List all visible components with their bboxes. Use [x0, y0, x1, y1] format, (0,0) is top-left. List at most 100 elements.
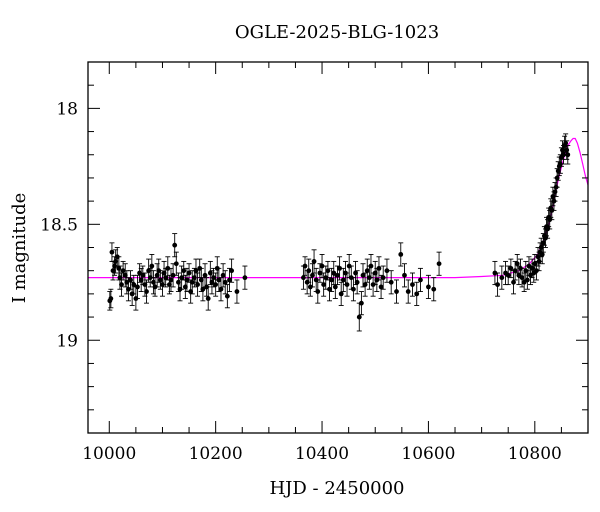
data-point-marker — [492, 270, 498, 276]
data-point — [358, 291, 364, 316]
data-point — [414, 281, 420, 306]
data-point — [131, 274, 137, 295]
data-point-marker — [170, 272, 176, 278]
data-point-marker — [193, 268, 199, 274]
axes-layer: 10000 10200 10400 10600 10800 18 18.5 19 — [40, 61, 589, 464]
data-point — [149, 254, 155, 279]
chart-title: OGLE-2025-BLG-1023 — [235, 22, 439, 43]
data-point-marker — [302, 263, 308, 269]
data-point — [405, 279, 411, 304]
x-tick-label: 10800 — [508, 444, 562, 464]
data-point — [431, 277, 437, 302]
data-point — [315, 279, 321, 304]
data-point-marker — [149, 263, 155, 269]
data-point-marker — [431, 286, 437, 292]
data-point — [222, 270, 228, 295]
data-point — [350, 277, 356, 302]
y-axis-title: I magnitude — [9, 193, 30, 304]
data-point-marker — [394, 289, 399, 294]
data-point-marker — [378, 284, 384, 290]
data-point-marker — [135, 284, 140, 290]
data-point-marker — [165, 265, 171, 271]
data-point — [492, 260, 498, 286]
x-tick-label: 10000 — [82, 444, 136, 464]
data-point-marker — [354, 279, 360, 285]
data-point — [499, 265, 505, 290]
data-point-marker — [418, 277, 423, 283]
data-point-marker — [380, 275, 386, 281]
data-point-marker — [213, 282, 219, 287]
data-point — [242, 265, 248, 290]
data-point-marker — [315, 289, 321, 294]
data-point — [108, 288, 114, 309]
data-point — [234, 279, 240, 304]
data-point-marker — [181, 268, 187, 274]
data-point — [524, 270, 530, 290]
data-point-marker — [508, 265, 514, 271]
data-point-marker — [317, 270, 323, 276]
data-point-marker — [186, 270, 192, 276]
data-point-marker — [340, 277, 346, 283]
data-point-marker — [205, 296, 211, 301]
data-point-marker — [331, 270, 337, 276]
data-point-marker — [116, 265, 122, 271]
data-point-marker — [319, 263, 325, 269]
data-point-marker — [242, 275, 248, 281]
data-point-marker — [376, 265, 382, 271]
data-point-marker — [524, 277, 530, 283]
data-point — [368, 254, 374, 279]
data-point-marker — [362, 282, 368, 287]
data-point-marker — [108, 296, 114, 301]
data-point — [401, 263, 407, 288]
data-point-marker — [554, 175, 560, 181]
data-point — [128, 270, 134, 290]
data-point-marker — [563, 140, 569, 146]
data-points-layer — [107, 133, 571, 332]
data-point-marker — [120, 268, 126, 274]
data-point-marker — [359, 300, 364, 306]
data-point-marker — [173, 261, 179, 267]
data-point — [380, 265, 386, 290]
y-tick-label: 19 — [56, 331, 78, 351]
data-point — [120, 260, 126, 281]
data-point-marker — [402, 272, 407, 278]
data-point-marker — [218, 286, 224, 292]
data-point — [360, 263, 366, 288]
data-point-marker — [229, 268, 235, 274]
data-point-marker — [436, 261, 442, 267]
data-point-marker — [337, 265, 342, 271]
data-point — [302, 256, 308, 276]
data-point-marker — [398, 252, 404, 257]
data-point-marker — [184, 277, 190, 283]
data-point — [229, 258, 235, 283]
data-point — [398, 242, 404, 267]
data-point-marker — [311, 259, 317, 264]
data-point — [344, 272, 350, 297]
data-point-marker — [338, 291, 344, 297]
data-point-marker — [405, 289, 411, 294]
data-point-marker — [321, 282, 327, 287]
data-point-marker — [351, 286, 356, 292]
data-point-marker — [189, 279, 195, 285]
data-point-marker — [157, 277, 163, 283]
data-point — [218, 277, 224, 302]
data-point — [565, 145, 571, 165]
data-point — [425, 274, 431, 299]
data-point-marker — [552, 189, 558, 195]
data-point — [384, 258, 390, 283]
data-point-marker — [179, 275, 185, 281]
data-point-marker — [356, 314, 362, 320]
data-point-marker — [564, 147, 570, 153]
data-point-marker — [163, 275, 169, 281]
data-point — [319, 254, 325, 279]
data-point-marker — [565, 152, 571, 158]
x-tick-label: 10400 — [295, 444, 349, 464]
plot-area — [88, 133, 589, 332]
data-point-marker — [495, 282, 500, 287]
y-tick-label: 18 — [56, 99, 78, 119]
data-point-marker — [128, 277, 133, 283]
data-point-marker — [306, 268, 312, 274]
data-point-marker — [323, 275, 329, 281]
data-point — [195, 272, 201, 297]
